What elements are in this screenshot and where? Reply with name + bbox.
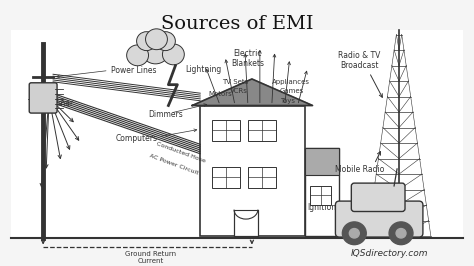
Text: Ground Return
Current: Ground Return Current bbox=[125, 251, 176, 264]
Bar bbox=[310, 186, 331, 205]
Text: Power Lines: Power Lines bbox=[111, 66, 156, 75]
Text: Ignition: Ignition bbox=[307, 203, 337, 212]
Circle shape bbox=[163, 44, 184, 65]
Text: Sources of EMI: Sources of EMI bbox=[161, 15, 313, 33]
FancyBboxPatch shape bbox=[336, 201, 423, 237]
Bar bbox=[200, 106, 305, 236]
Circle shape bbox=[396, 228, 406, 238]
Circle shape bbox=[349, 228, 359, 238]
Text: AC Power Circuit: AC Power Circuit bbox=[148, 153, 199, 175]
Bar bbox=[212, 120, 240, 140]
Text: Conducted Hose: Conducted Hose bbox=[155, 142, 206, 164]
Text: Computers: Computers bbox=[116, 134, 158, 143]
FancyBboxPatch shape bbox=[351, 183, 405, 211]
Text: Toys: Toys bbox=[280, 98, 295, 104]
Bar bbox=[305, 148, 339, 174]
Text: Dimmers: Dimmers bbox=[148, 110, 183, 119]
Text: Mobile Radio: Mobile Radio bbox=[335, 165, 384, 174]
Circle shape bbox=[389, 222, 413, 245]
Text: Electric
Blankets: Electric Blankets bbox=[231, 49, 264, 68]
Bar bbox=[212, 167, 240, 188]
Polygon shape bbox=[192, 79, 312, 106]
Circle shape bbox=[137, 32, 156, 51]
Text: Lightning: Lightning bbox=[185, 65, 221, 74]
Circle shape bbox=[155, 32, 175, 51]
Circle shape bbox=[146, 29, 167, 50]
Bar bbox=[248, 120, 276, 140]
Bar bbox=[305, 148, 339, 236]
Bar bbox=[11, 30, 463, 238]
Text: VCRs: VCRs bbox=[230, 88, 248, 94]
Text: Games: Games bbox=[280, 88, 304, 94]
Text: Radio & TV
Broadcast: Radio & TV Broadcast bbox=[338, 51, 381, 70]
Text: Appliances: Appliances bbox=[272, 79, 310, 85]
Circle shape bbox=[127, 45, 148, 66]
Bar bbox=[248, 167, 276, 188]
Text: TV Sets: TV Sets bbox=[222, 79, 248, 85]
Bar bbox=[234, 210, 258, 236]
Text: IQSdirectory.com: IQSdirectory.com bbox=[350, 249, 428, 258]
FancyBboxPatch shape bbox=[29, 83, 57, 113]
Text: Motors: Motors bbox=[208, 91, 232, 97]
Text: Pole-Pig
Transformer: Pole-Pig Transformer bbox=[28, 89, 74, 108]
Circle shape bbox=[142, 37, 169, 64]
Circle shape bbox=[342, 222, 366, 245]
